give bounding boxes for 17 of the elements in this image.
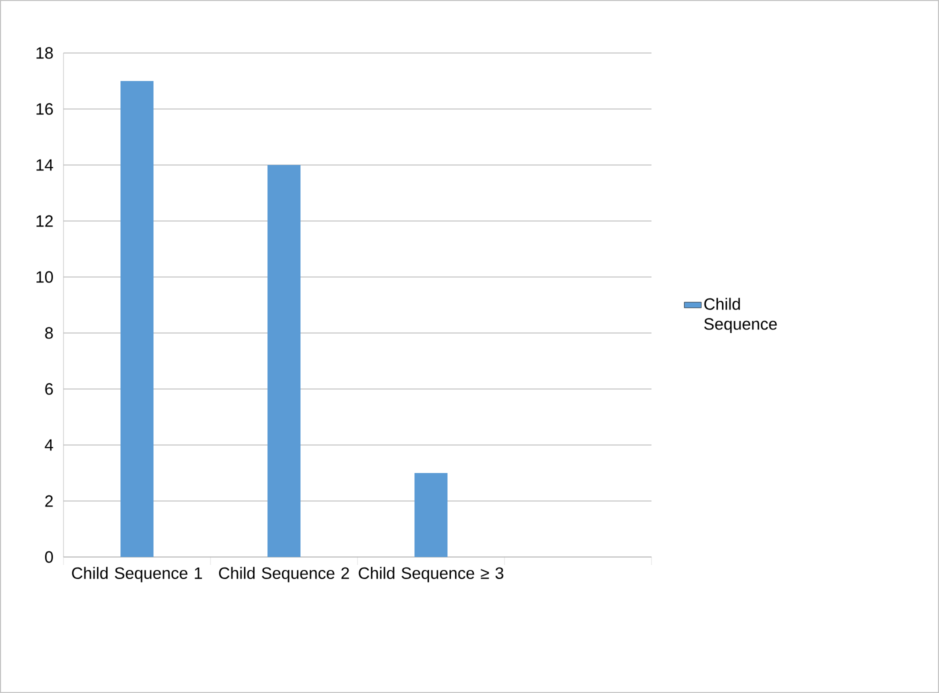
bar xyxy=(414,473,448,557)
legend-label: Child Sequence xyxy=(704,298,777,334)
x-tick-label: Child Sequence ≥ 3 xyxy=(358,566,504,582)
y-tick-label: 14 xyxy=(36,159,54,171)
y-tick-label: 12 xyxy=(36,215,53,227)
y-tick-label: 10 xyxy=(36,271,53,283)
y-tick-label: 6 xyxy=(45,383,53,395)
y-tick-label: 16 xyxy=(36,103,53,115)
bar xyxy=(120,80,154,557)
y-tick-label: 4 xyxy=(44,439,54,451)
x-tick-label: Child Sequence 1 xyxy=(72,566,202,582)
y-tick-label: 0 xyxy=(45,551,53,563)
bar xyxy=(268,164,301,557)
y-tick-label: 8 xyxy=(45,327,53,339)
x-tick-label: Child Sequence 2 xyxy=(219,566,349,582)
y-tick-label: 18 xyxy=(36,47,53,59)
y-tick-label: 2 xyxy=(45,495,53,507)
